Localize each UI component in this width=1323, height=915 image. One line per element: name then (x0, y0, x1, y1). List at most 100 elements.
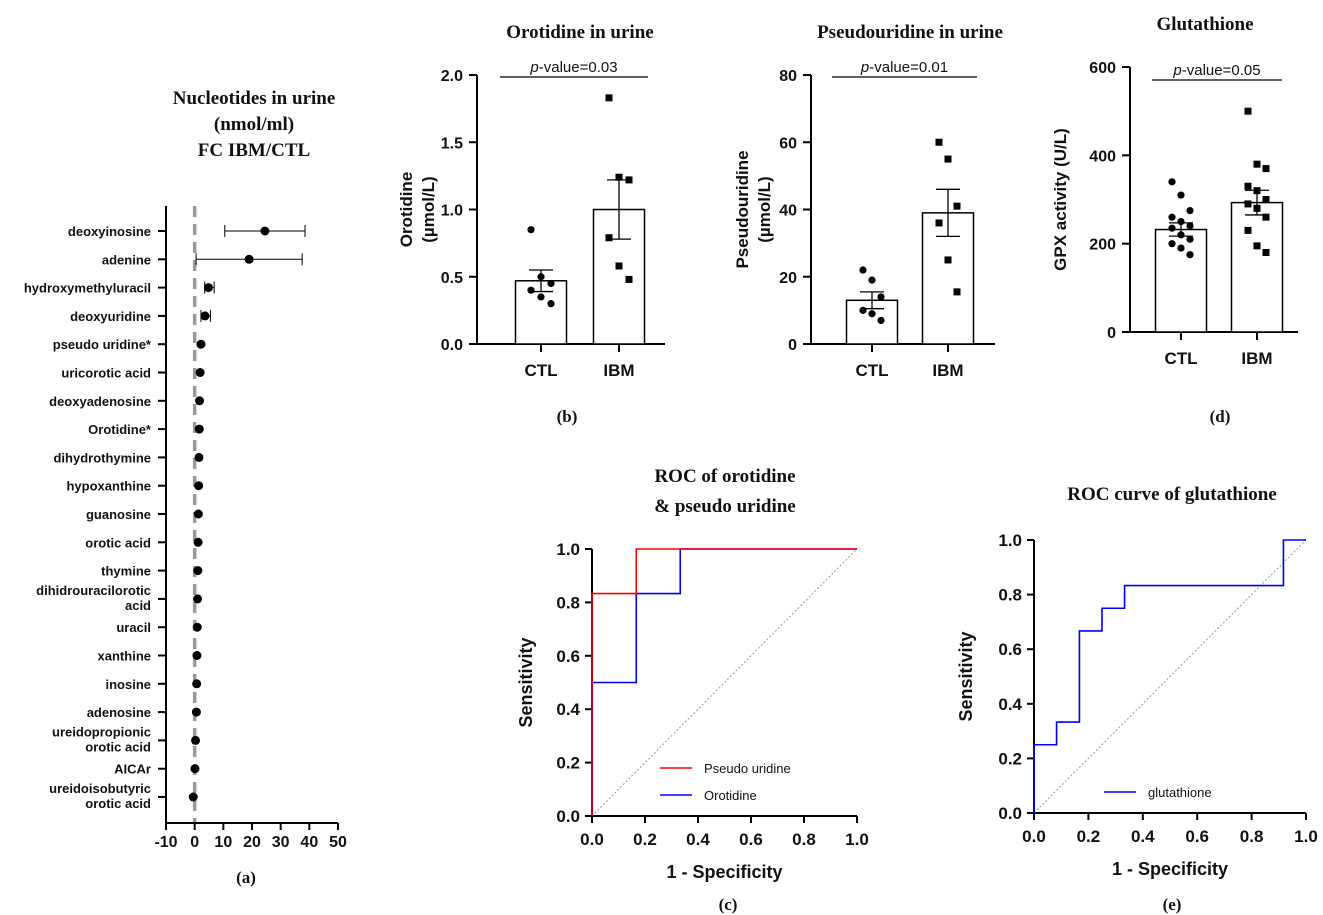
category-label: orotic acid (85, 796, 151, 811)
x-tick-label: 0.4 (1131, 827, 1155, 846)
data-point (537, 293, 545, 301)
data-point (1168, 224, 1176, 232)
x-tick-label: 0.6 (739, 830, 763, 849)
legend-label: Pseudo uridine (704, 761, 791, 776)
x-tick-label: 0.4 (686, 830, 710, 849)
y-axis-title: Sensitivity (956, 631, 976, 721)
forest-title: FC IBM/CTL (198, 140, 310, 161)
y-axis-title: Orotidine (397, 172, 416, 248)
data-point (1186, 235, 1194, 243)
data-point (191, 707, 201, 717)
data-point (868, 276, 876, 284)
y-tick-label: 80 (779, 68, 797, 85)
data-point (1186, 206, 1194, 215)
data-point (244, 254, 254, 264)
data-point (615, 173, 623, 181)
data-point (877, 316, 885, 325)
x-tick-label: 0.6 (1185, 827, 1209, 846)
y-tick-label: 0.5 (441, 270, 463, 287)
panel-label: (b) (557, 407, 578, 426)
y-tick-label: 1.0 (998, 531, 1022, 550)
category-label: xanthine (98, 649, 151, 664)
x-tick-label: 0.2 (1077, 827, 1101, 846)
x-axis-title: 1 - Specificity (666, 862, 782, 882)
x-tick-label: -10 (154, 834, 177, 851)
roc-curve (1033, 539, 1306, 813)
x-tick-label: 10 (214, 834, 232, 851)
category-label: deoxyuridine (70, 309, 151, 324)
data-point (194, 424, 204, 434)
data-point (944, 155, 952, 163)
y-axis-title: (µmol/L) (755, 176, 774, 242)
p-value-text: -value=0.01 (869, 59, 948, 76)
bar-chart-title: Pseudouridine in urine (817, 22, 1003, 43)
roc-curve (591, 548, 857, 816)
data-point (1253, 204, 1261, 212)
data-point (260, 226, 270, 236)
y-tick-label: 200 (1089, 237, 1116, 254)
x-tick-label: 1.0 (1294, 827, 1318, 846)
category-label: hypoxanthine (66, 479, 151, 494)
data-point (625, 176, 633, 184)
data-point (1177, 231, 1185, 239)
y-tick-label: 0.4 (998, 695, 1022, 714)
bar-chart-title: Glutathione (1156, 14, 1253, 35)
x-tick-label: 0.0 (1022, 827, 1046, 846)
bar (1230, 201, 1284, 333)
roc-title: ROC curve of glutathione (1067, 484, 1277, 505)
bar-chart-title: Orotidine in urine (506, 22, 653, 43)
legend-label: glutathione (1148, 785, 1212, 800)
y-tick-label: 0.2 (556, 754, 580, 773)
category-label: deoxyadenosine (49, 394, 151, 409)
category-label: ureidoisobutyric (49, 781, 151, 796)
category-label: CTL (855, 361, 888, 380)
data-point (944, 256, 952, 264)
data-point (1253, 160, 1261, 168)
panel-label-a: (a) (236, 868, 256, 887)
data-point (868, 310, 876, 318)
data-point (1177, 217, 1185, 226)
x-tick-label: 50 (329, 834, 347, 851)
y-axis-title: GPX activity (U/L) (1051, 128, 1070, 271)
y-axis-title: (µmol/L) (419, 176, 438, 242)
y-tick-label: 2.0 (441, 68, 463, 85)
y-tick-label: 0.8 (998, 586, 1022, 605)
category-label: orotic acid (85, 739, 151, 754)
category-label: dihidrouracilorotic (36, 583, 151, 598)
data-point (192, 622, 202, 632)
forest-title: Nucleotides in urine (173, 88, 336, 109)
data-point (196, 339, 206, 349)
data-point (1244, 182, 1252, 190)
y-tick-label: 1.0 (441, 203, 463, 220)
data-point (527, 286, 535, 294)
p-italic: p (860, 59, 869, 76)
category-label: dihydrothymine (53, 450, 151, 465)
data-point (190, 764, 200, 774)
p-value-label: p-value=0.03 (529, 59, 617, 76)
category-label: AICAr (114, 762, 151, 777)
data-point (953, 202, 961, 210)
y-tick-label: 0.2 (998, 749, 1022, 768)
data-point (193, 566, 203, 576)
data-point (1168, 240, 1176, 248)
y-tick-label: 0 (788, 337, 797, 354)
category-label: uricorotic acid (61, 366, 151, 381)
x-tick-label: 40 (300, 834, 318, 851)
y-tick-label: 0.4 (556, 700, 580, 719)
data-point (192, 651, 202, 660)
p-value-text: -value=0.05 (1182, 62, 1261, 79)
category-label: IBM (603, 361, 634, 380)
p-italic: p (529, 59, 538, 76)
y-tick-label: 0 (1107, 325, 1116, 342)
y-tick-label: 1.0 (556, 540, 580, 559)
category-label: hydroxymethyluracil (24, 281, 151, 296)
data-point (1168, 178, 1176, 186)
y-tick-label: 60 (779, 135, 797, 152)
data-point (935, 138, 943, 146)
data-point (193, 509, 203, 519)
category-label: IBM (1241, 349, 1272, 368)
x-tick-label: 0 (190, 834, 199, 851)
y-tick-label: 0.0 (998, 804, 1022, 823)
y-axis-title: Pseudouridine (733, 150, 752, 268)
data-point (203, 283, 213, 293)
